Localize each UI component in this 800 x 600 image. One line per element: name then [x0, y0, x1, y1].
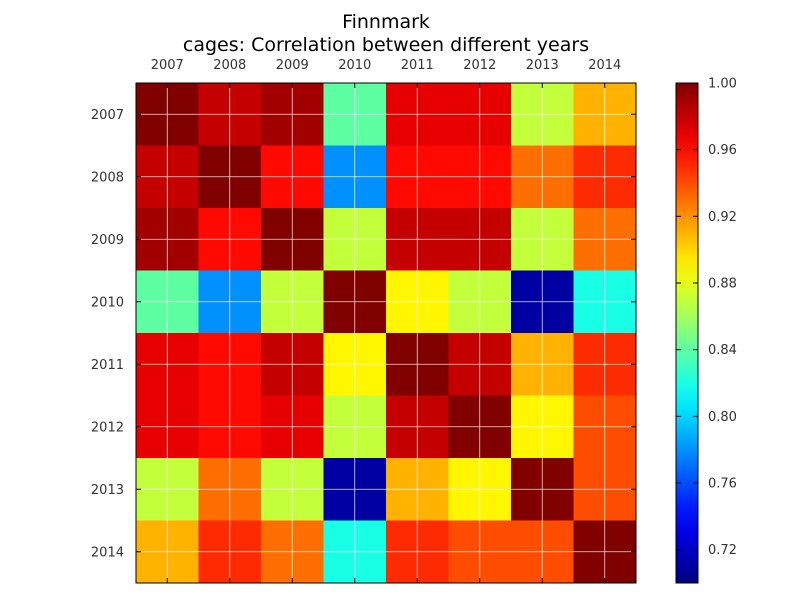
x-tick-label: 2014 [588, 58, 621, 73]
x-tick-label: 2011 [401, 58, 434, 73]
x-tick-label: 2010 [338, 58, 371, 73]
colorbar-tick-label: 0.72 [708, 543, 737, 558]
y-tick-label: 2007 [91, 108, 124, 123]
plot-frame [135, 82, 637, 584]
x-tick-label: 2009 [276, 58, 309, 73]
y-tick-label: 2010 [91, 295, 124, 310]
colorbar-tick-label: 0.76 [708, 477, 737, 492]
y-axis: 2007 2008 2009 2010 2011 2012 2013 2014 [91, 108, 636, 560]
colorbar-tick-label: 0.80 [708, 410, 737, 425]
x-tick-label: 2012 [463, 58, 496, 73]
colorbar-tick-label: 1.00 [708, 77, 737, 92]
colorbar-tick-label: 0.88 [708, 277, 737, 292]
x-tick-label: 2007 [151, 58, 184, 73]
colorbar-tick-label: 0.96 [708, 143, 737, 158]
y-tick-label: 2012 [91, 420, 124, 435]
y-tick-label: 2009 [91, 233, 124, 248]
chart-title: Finnmark [342, 11, 430, 33]
colorbar [675, 82, 699, 584]
x-tick-label: 2013 [526, 58, 559, 73]
y-tick-label: 2013 [91, 483, 124, 498]
chart-subtitle: cages: Correlation between different yea… [183, 34, 589, 56]
y-tick-label: 2014 [91, 545, 124, 560]
x-tick-label: 2008 [213, 58, 246, 73]
colorbar-axis: 0.72 0.76 0.80 0.84 0.88 0.92 0.96 1.00 [676, 77, 737, 558]
grid-lines [136, 83, 636, 583]
colorbar-tick-label: 0.84 [708, 343, 737, 358]
colorbar-tick-label: 0.92 [708, 210, 737, 225]
y-tick-label: 2011 [91, 358, 124, 373]
heatmap-cells [136, 83, 637, 584]
x-axis: 2007 2008 2009 2010 2011 2012 2013 2014 [151, 58, 621, 583]
y-tick-label: 2008 [91, 170, 124, 185]
